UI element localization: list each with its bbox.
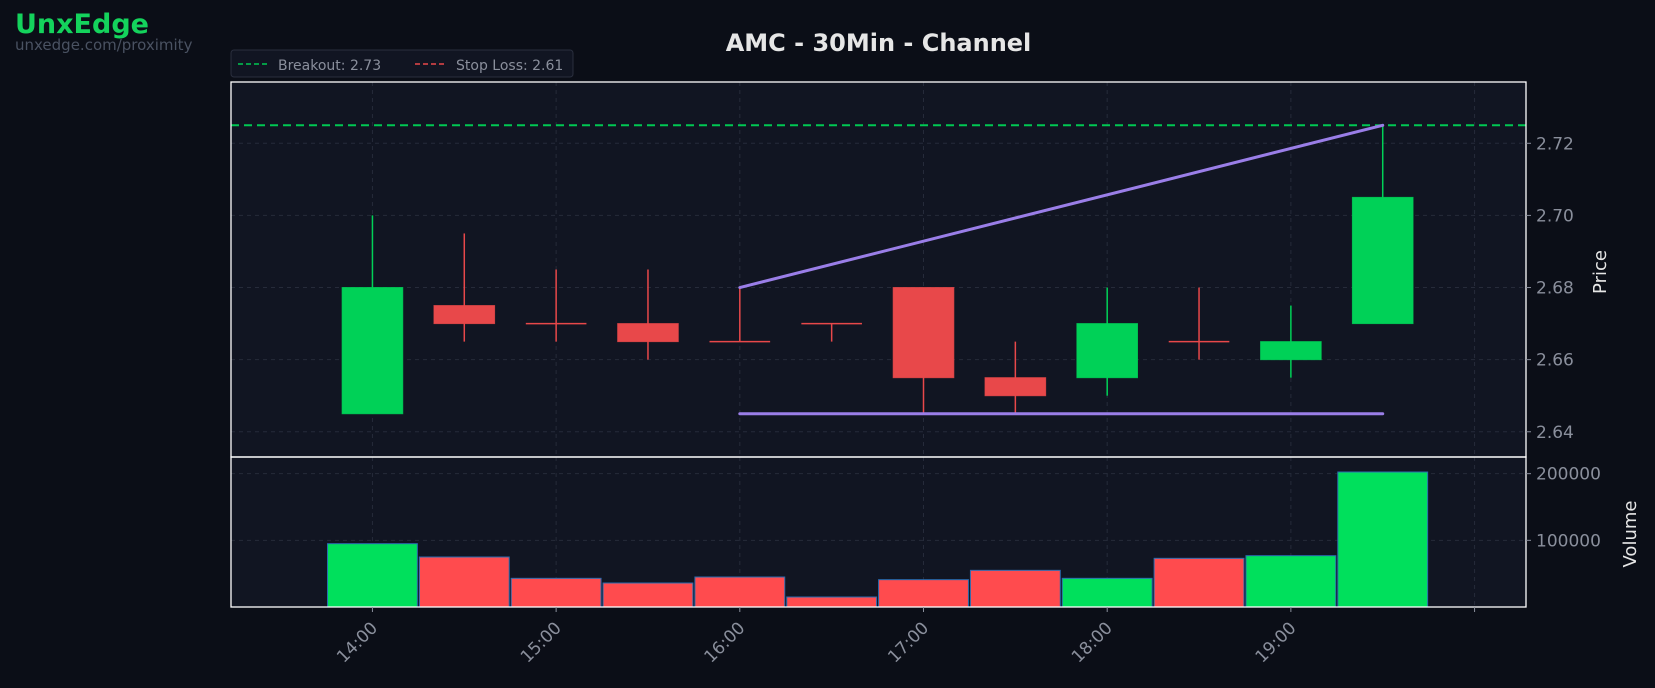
time-tick-label: 17:00 — [884, 618, 933, 667]
brand-name: UnxEdge — [15, 9, 149, 40]
price-tick-label: 2.72 — [1536, 134, 1574, 154]
candle — [709, 287, 771, 343]
time-tick-label: 16:00 — [701, 618, 750, 667]
candle — [617, 269, 679, 360]
price-tick-label: 2.66 — [1536, 351, 1574, 371]
candle-body — [433, 305, 496, 325]
candle — [801, 322, 862, 342]
volume-bar — [786, 596, 878, 608]
legend-stop-loss-label: Stop Loss: 2.61 — [456, 58, 563, 74]
volume-bar — [1061, 577, 1153, 608]
candle-body — [892, 287, 955, 379]
candle — [1351, 125, 1414, 325]
time-tick-label: 19:00 — [1252, 618, 1301, 667]
candle — [892, 287, 955, 414]
candle — [1260, 305, 1322, 378]
volume-bar — [969, 569, 1061, 608]
volume-bar — [510, 577, 602, 608]
legend: Breakout: 2.73 Stop Loss: 2.61 — [230, 49, 574, 78]
upper-channel-line — [738, 123, 1385, 290]
volume-bars — [327, 471, 1429, 608]
candle — [525, 269, 587, 342]
time-tick-label: 18:00 — [1068, 618, 1117, 667]
volume-axis-label: Volume — [1620, 501, 1641, 568]
volume-bar — [878, 579, 969, 608]
candle-body — [341, 287, 404, 415]
price-tick-label: 2.64 — [1536, 423, 1574, 443]
price-tick-label: 2.68 — [1536, 279, 1574, 299]
time-axis: 14:00 15:00 16:00 17:00 18:00 19:00 — [333, 607, 1476, 667]
volume-bar — [694, 576, 786, 608]
candles — [341, 125, 1414, 415]
candle-body — [1351, 196, 1414, 325]
volume-bar — [1153, 557, 1245, 608]
volume-tick-label: 100000 — [1536, 531, 1601, 551]
legend-box — [230, 49, 574, 78]
candle — [984, 341, 1047, 414]
candle-body — [984, 377, 1047, 397]
volume-bar — [327, 543, 418, 608]
time-tick-label: 15:00 — [517, 618, 566, 667]
candle — [433, 233, 496, 342]
candle — [1076, 287, 1138, 396]
volume-axis: 100000 200000 — [1526, 465, 1601, 551]
volume-panel-frame — [230, 456, 1527, 608]
price-axis: 2.64 2.66 2.68 2.70 2.72 — [1526, 134, 1574, 443]
legend-breakout-label: Breakout: 2.73 — [278, 58, 381, 74]
volume-tick-label: 200000 — [1536, 465, 1601, 485]
candle-body — [617, 323, 679, 343]
time-tick-label: 14:00 — [333, 618, 382, 667]
chart-title: AMC - 30Min - Channel — [726, 29, 1032, 57]
brand: UnxEdge unxedge.com/proximity — [15, 9, 193, 54]
candle — [1168, 287, 1230, 360]
price-tick-label: 2.70 — [1536, 206, 1574, 226]
volume-bar — [1245, 555, 1337, 608]
volume-bar — [418, 556, 510, 608]
brand-url: unxedge.com/proximity — [15, 36, 193, 54]
pattern-lines — [738, 123, 1385, 416]
volume-bar — [602, 582, 694, 608]
candle — [341, 215, 404, 415]
candle-body — [1076, 323, 1138, 379]
price-axis-label: Price — [1590, 250, 1611, 294]
volume-bar — [1337, 471, 1429, 608]
candle-body — [1260, 341, 1322, 361]
